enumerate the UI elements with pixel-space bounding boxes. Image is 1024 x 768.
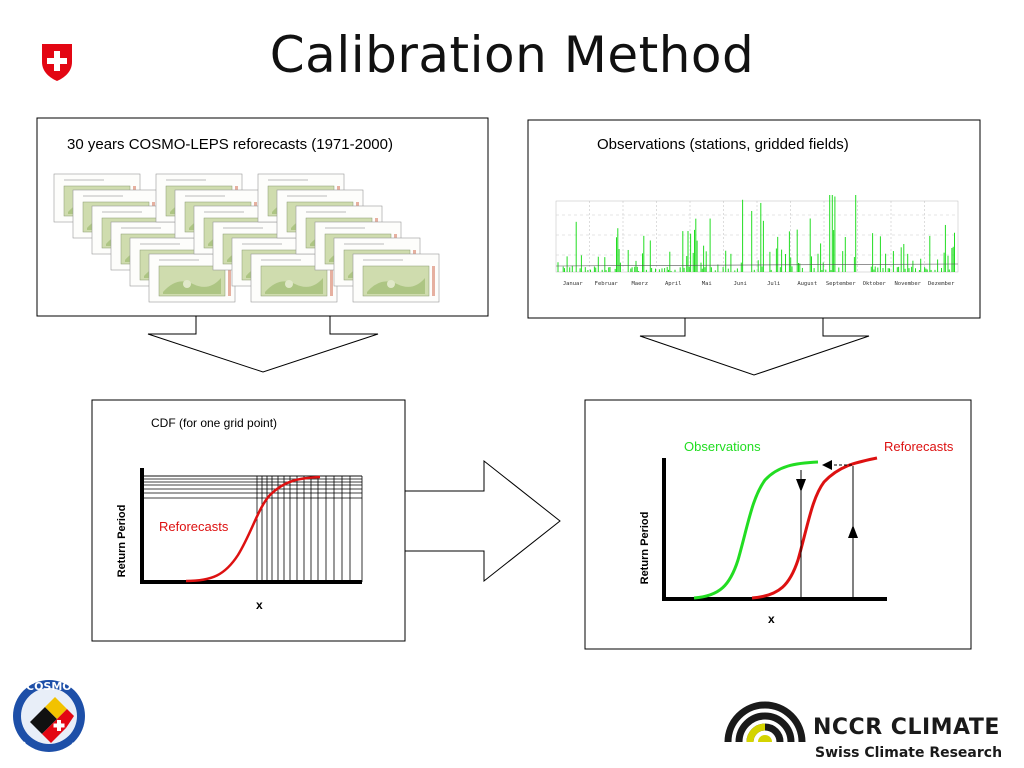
reforecast-map-thumbnail bbox=[148, 253, 236, 303]
right-arrow bbox=[404, 459, 561, 583]
page-title: Calibration Method bbox=[269, 26, 755, 84]
qm-x-axis-label: x bbox=[768, 612, 775, 626]
month-label: November bbox=[895, 281, 922, 287]
qm-observations-label: Observations bbox=[684, 439, 761, 454]
down-arrow-left bbox=[147, 315, 379, 373]
month-label: August bbox=[797, 281, 817, 287]
month-label: Juni bbox=[734, 281, 747, 287]
qm-y-axis-label: Return Period bbox=[639, 511, 651, 585]
cosmo-logo-text: COSMO bbox=[26, 680, 72, 693]
nccr-logo-title: NCCR CLIMATE bbox=[813, 715, 1000, 740]
month-label: Februar bbox=[595, 281, 619, 287]
reforecasts-panel-label: 30 years COSMO-LEPS reforecasts (1971-20… bbox=[67, 136, 393, 153]
cdf-box bbox=[91, 399, 406, 642]
swiss-shield-icon bbox=[42, 44, 72, 81]
observations-curve bbox=[693, 460, 819, 600]
month-label: September bbox=[826, 281, 856, 287]
qm-reforecasts-label: Reforecasts bbox=[884, 439, 954, 454]
cdf-curve-label: Reforecasts bbox=[159, 519, 229, 534]
cdf-x-axis-label: x bbox=[256, 598, 263, 612]
observations-timeseries: Januar Februar Maerz April Mai Juni Juli August… bbox=[555, 195, 959, 287]
down-arrow-right bbox=[639, 317, 870, 376]
month-label: Dezember bbox=[928, 281, 955, 287]
observations-panel-label: Observations (stations, gridded fields) bbox=[597, 136, 849, 153]
cdf-reforecast-curve bbox=[185, 475, 321, 583]
month-label: Januar bbox=[563, 281, 584, 287]
quantile-mapping-box bbox=[584, 399, 972, 650]
nccr-logo-subtitle: Swiss Climate Research bbox=[815, 745, 1003, 761]
nccr-logo-icon bbox=[724, 701, 806, 743]
reforecasts-curve bbox=[751, 456, 878, 600]
month-label: Oktober bbox=[863, 281, 887, 287]
cdf-panel-label: CDF (for one grid point) bbox=[151, 416, 278, 430]
reforecast-map-thumbnail bbox=[352, 253, 440, 303]
month-label: Maerz bbox=[631, 281, 648, 287]
month-label: April bbox=[665, 281, 682, 287]
month-label: Mai bbox=[702, 281, 712, 287]
cosmo-logo bbox=[13, 680, 85, 756]
month-label: Juli bbox=[767, 281, 780, 287]
